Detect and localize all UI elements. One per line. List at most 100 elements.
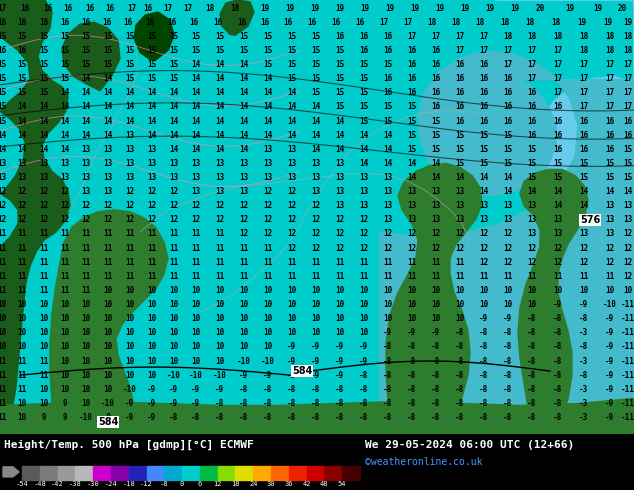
Text: 17: 17 bbox=[623, 102, 633, 111]
Text: -8: -8 bbox=[553, 328, 562, 337]
Text: 16: 16 bbox=[479, 102, 489, 111]
Text: 17: 17 bbox=[527, 60, 536, 69]
Text: 16: 16 bbox=[527, 102, 536, 111]
Text: -8: -8 bbox=[527, 399, 536, 408]
Text: 14: 14 bbox=[169, 145, 179, 154]
Text: 10: 10 bbox=[240, 343, 249, 351]
Text: -8: -8 bbox=[408, 413, 417, 422]
Text: 11: 11 bbox=[384, 272, 392, 281]
Text: 14: 14 bbox=[147, 131, 157, 140]
Text: 17: 17 bbox=[379, 18, 389, 26]
Text: 14: 14 bbox=[384, 159, 392, 168]
Text: 16: 16 bbox=[408, 74, 417, 83]
Text: -8: -8 bbox=[240, 399, 249, 408]
Text: 16: 16 bbox=[81, 18, 91, 26]
Text: 17: 17 bbox=[527, 46, 536, 55]
Text: 14: 14 bbox=[191, 102, 200, 111]
Text: 19: 19 bbox=[385, 3, 394, 13]
Text: 13: 13 bbox=[408, 187, 417, 196]
Text: 19: 19 bbox=[436, 3, 444, 13]
Text: 13: 13 bbox=[17, 173, 27, 182]
Text: 10: 10 bbox=[103, 328, 113, 337]
Text: 10: 10 bbox=[359, 328, 368, 337]
Text: 13: 13 bbox=[579, 229, 588, 239]
Text: 15: 15 bbox=[384, 102, 392, 111]
Text: 15: 15 bbox=[81, 46, 91, 55]
Text: -8: -8 bbox=[311, 385, 321, 394]
Text: 16: 16 bbox=[359, 46, 368, 55]
Text: 11: 11 bbox=[147, 229, 157, 239]
Text: 15: 15 bbox=[408, 145, 417, 154]
Text: 17: 17 bbox=[503, 60, 513, 69]
Text: -9: -9 bbox=[553, 300, 562, 309]
Text: 12: 12 bbox=[263, 201, 273, 210]
Text: 14: 14 bbox=[263, 88, 273, 98]
Text: 10: 10 bbox=[287, 300, 297, 309]
Text: 12: 12 bbox=[359, 244, 368, 252]
Text: 13: 13 bbox=[605, 215, 614, 224]
Text: -8: -8 bbox=[455, 328, 465, 337]
Text: 10: 10 bbox=[81, 357, 91, 366]
Text: 15: 15 bbox=[479, 131, 489, 140]
Text: 18: 18 bbox=[231, 481, 240, 487]
Text: -9: -9 bbox=[605, 370, 614, 380]
Text: 14: 14 bbox=[311, 102, 321, 111]
Text: 16: 16 bbox=[86, 3, 94, 13]
Text: 13: 13 bbox=[359, 173, 368, 182]
Text: -11: -11 bbox=[621, 399, 634, 408]
Text: 10: 10 bbox=[81, 343, 91, 351]
Text: 15: 15 bbox=[455, 145, 465, 154]
Text: 11: 11 bbox=[147, 272, 157, 281]
Text: 10: 10 bbox=[191, 343, 200, 351]
Text: 17: 17 bbox=[579, 60, 588, 69]
Text: 16: 16 bbox=[503, 117, 513, 125]
Text: 15: 15 bbox=[335, 60, 345, 69]
Text: 15: 15 bbox=[0, 88, 6, 98]
Text: 15: 15 bbox=[455, 159, 465, 168]
Text: 10: 10 bbox=[147, 314, 157, 323]
Text: 13: 13 bbox=[335, 173, 345, 182]
Text: 17: 17 bbox=[455, 46, 465, 55]
Bar bbox=[93, 466, 111, 480]
Text: 14: 14 bbox=[191, 60, 200, 69]
Text: 0: 0 bbox=[180, 481, 184, 487]
Text: 10: 10 bbox=[81, 399, 91, 408]
Text: 16: 16 bbox=[527, 117, 536, 125]
Text: 14: 14 bbox=[553, 187, 562, 196]
Text: 10: 10 bbox=[431, 286, 441, 295]
Text: -8: -8 bbox=[455, 399, 465, 408]
Text: -8: -8 bbox=[384, 399, 392, 408]
Text: 14: 14 bbox=[39, 102, 49, 111]
Text: 12: 12 bbox=[623, 272, 633, 281]
Text: 10: 10 bbox=[240, 328, 249, 337]
Text: 13: 13 bbox=[60, 173, 70, 182]
Text: 15: 15 bbox=[191, 46, 200, 55]
Text: 16: 16 bbox=[408, 46, 417, 55]
Text: 10: 10 bbox=[527, 300, 536, 309]
Text: 10: 10 bbox=[287, 314, 297, 323]
Bar bbox=[253, 466, 271, 480]
Text: 10: 10 bbox=[287, 286, 297, 295]
Text: 18: 18 bbox=[579, 46, 588, 55]
Text: 13: 13 bbox=[60, 159, 70, 168]
Text: -8: -8 bbox=[553, 370, 562, 380]
Text: 17: 17 bbox=[605, 102, 614, 111]
Text: -8: -8 bbox=[455, 357, 465, 366]
Text: 12: 12 bbox=[17, 215, 27, 224]
Text: -8: -8 bbox=[384, 385, 392, 394]
Text: 15: 15 bbox=[408, 102, 417, 111]
Text: 15: 15 bbox=[147, 32, 157, 41]
Text: -8: -8 bbox=[503, 328, 513, 337]
Text: -8: -8 bbox=[553, 413, 562, 422]
Bar bbox=[217, 466, 235, 480]
Text: 15: 15 bbox=[527, 159, 536, 168]
Text: -8: -8 bbox=[455, 343, 465, 351]
Text: 17: 17 bbox=[183, 3, 193, 13]
Text: 14: 14 bbox=[60, 117, 70, 125]
Text: 11: 11 bbox=[103, 258, 113, 267]
Text: 11: 11 bbox=[605, 272, 614, 281]
Text: 12: 12 bbox=[214, 481, 222, 487]
Text: 10: 10 bbox=[60, 314, 70, 323]
Bar bbox=[342, 466, 360, 480]
Text: 15: 15 bbox=[384, 60, 392, 69]
